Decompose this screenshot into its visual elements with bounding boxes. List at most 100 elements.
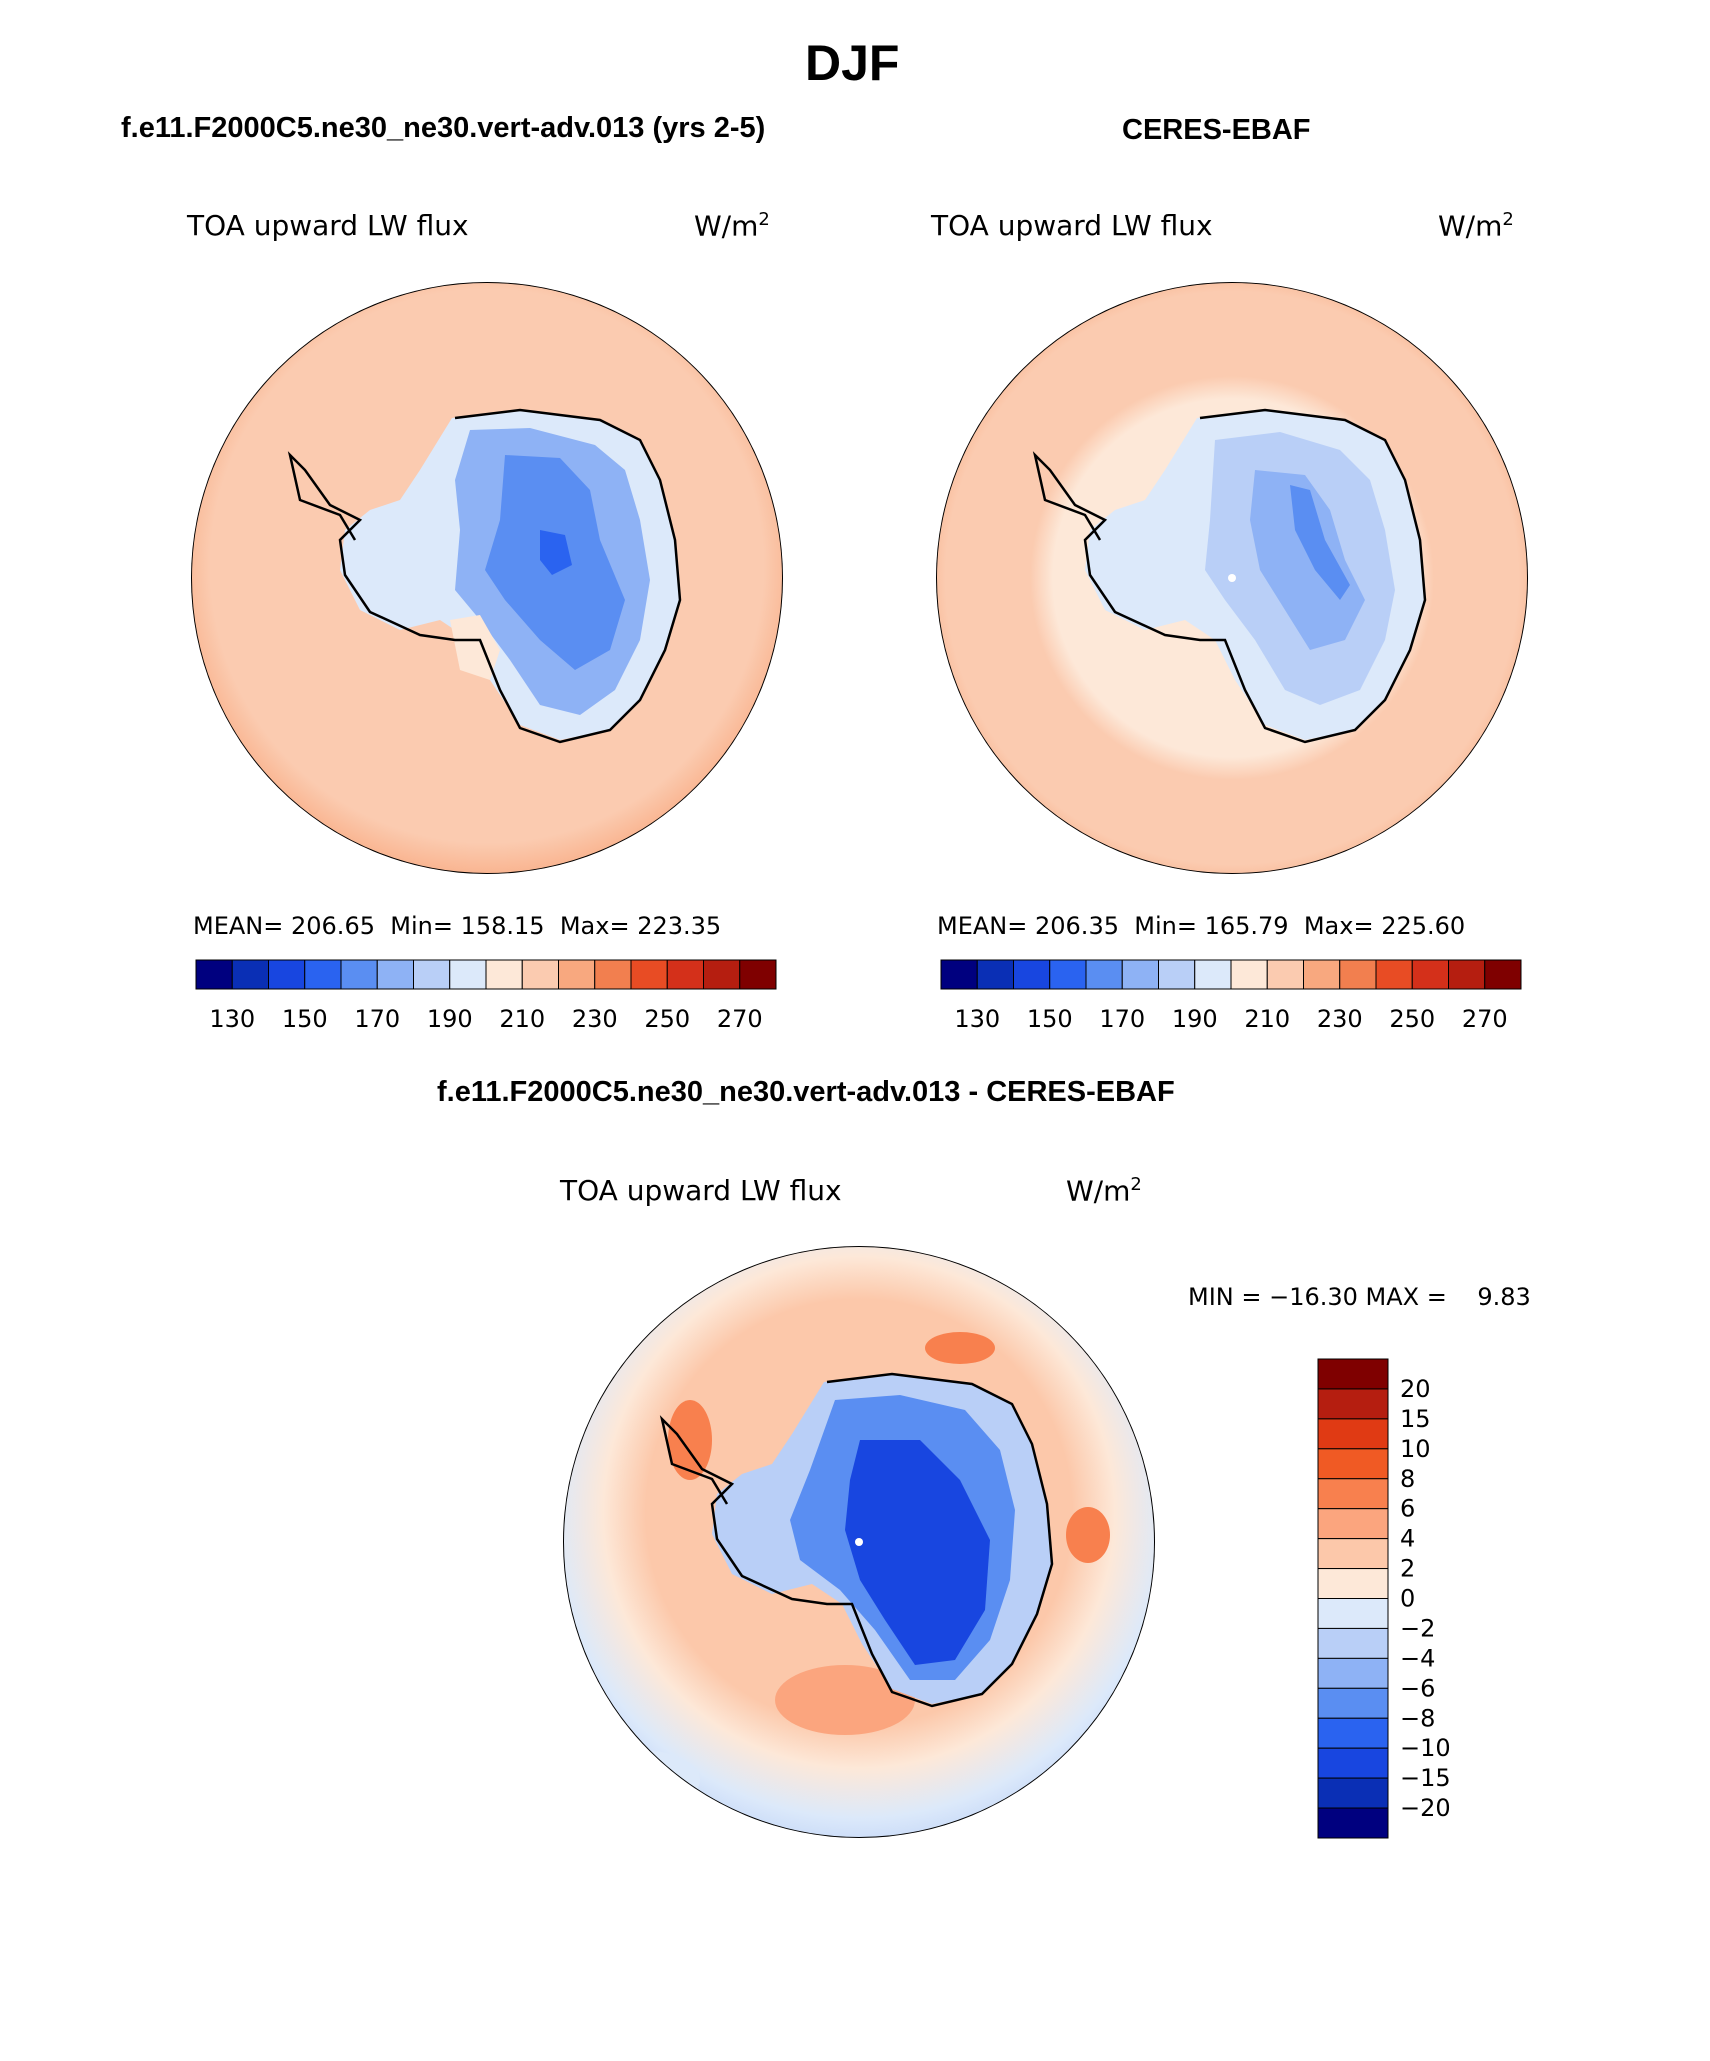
model-colorbar-tick-label: 230 (572, 1005, 618, 1033)
obs-coastline (1032, 408, 1427, 744)
model-colorbar-tick-label: 130 (209, 1005, 255, 1033)
diff-colorbar-swatch (1317, 1807, 1389, 1839)
obs-colorbar-swatch (1411, 959, 1449, 990)
obs-colorbar-swatch (1158, 959, 1196, 990)
model-min-value: 158.15 (460, 912, 545, 940)
obs-colorbar-swatch (1375, 959, 1413, 990)
diff-colorbar-swatch (1317, 1777, 1389, 1809)
obs-min-value: 165.79 (1204, 912, 1289, 940)
diff-colorbar-swatch (1317, 1508, 1389, 1540)
obs-colorbar-swatch (1230, 959, 1268, 990)
model-mean-value: 206.65 (291, 912, 375, 940)
obs-max-value: 225.60 (1381, 912, 1466, 940)
obs-antarctica-core (1250, 470, 1365, 650)
diff-colorbar-swatch (1317, 1478, 1389, 1510)
model-units-label: W/m2 (694, 209, 770, 242)
obs-colorbar-tick-label: 270 (1462, 1005, 1508, 1033)
obs-colorbar-swatch (1339, 959, 1377, 990)
diff-coastline (659, 1372, 1054, 1708)
obs-colorbar-swatch (1194, 959, 1232, 990)
diff-colorbar-swatch (1317, 1568, 1389, 1599)
diff-cool-patch-southwest (580, 1750, 700, 1810)
diff-warm-patch-east (1066, 1507, 1110, 1563)
diff-colorbar-swatch (1317, 1358, 1389, 1390)
model-min-label: Min= (390, 912, 453, 940)
obs-colorbar-swatch (1013, 959, 1051, 990)
model-colorbar-tick-label: 210 (499, 1005, 545, 1033)
model-units-base: W/m (694, 209, 759, 243)
season-title: DJF (805, 35, 900, 91)
diff-colorbar-tick-label: 10 (1400, 1435, 1431, 1463)
model-mean-label: MEAN= (193, 912, 284, 940)
model-colorbar-swatch (630, 959, 668, 990)
diff-polar-map (563, 1246, 1155, 1838)
diff-colorbar-tick-label: 8 (1400, 1465, 1415, 1493)
obs-min-label: Min= (1134, 912, 1197, 940)
diff-colorbar-tick-label: 0 (1400, 1585, 1415, 1613)
model-colorbar-swatch (521, 959, 559, 990)
model-colorbar-swatch (231, 959, 269, 990)
obs-field-label: TOA upward LW flux (931, 209, 1213, 242)
diff-colorbar-swatch (1317, 1657, 1389, 1689)
model-colorbar-tick-label: 150 (282, 1005, 328, 1033)
diff-colorbar-tick-label: 6 (1400, 1495, 1415, 1523)
diff-units-base: W/m (1066, 1174, 1131, 1208)
model-polar-map (191, 282, 783, 874)
model-max-value: 223.35 (637, 912, 722, 940)
obs-antarctica-min (1290, 485, 1350, 600)
diff-colorbar-tick-label: −4 (1400, 1644, 1435, 1672)
model-colorbar-swatch (739, 959, 777, 990)
model-antarctica-min (540, 530, 572, 575)
diff-colorbar-swatch (1317, 1747, 1389, 1779)
obs-max-label: Max= (1303, 912, 1374, 940)
obs-panel-title: CERES-EBAF (1122, 114, 1311, 146)
obs-south-pole-marker (1228, 574, 1236, 582)
obs-mean-value: 206.35 (1035, 912, 1119, 940)
obs-colorbar-swatch (1085, 959, 1123, 990)
diff-units-sup: 2 (1130, 1174, 1142, 1195)
model-colorbar-swatch (485, 959, 523, 990)
model-colorbar: 130 150 170 190 210 230 250 270 (195, 959, 777, 1033)
diff-units-label: W/m2 (1066, 1174, 1142, 1207)
diff-warm-patch-north (925, 1332, 995, 1364)
obs-units-label: W/m2 (1438, 209, 1514, 242)
obs-colorbar-tick-label: 170 (1099, 1005, 1145, 1033)
obs-colorbar-swatch (1448, 959, 1486, 990)
obs-colorbar-swatch (1266, 959, 1304, 990)
obs-colorbar-swatch (1049, 959, 1087, 990)
model-colorbar-swatch (703, 959, 741, 990)
diff-antarctica-core (845, 1440, 990, 1665)
model-colorbar-swatch (558, 959, 596, 990)
obs-units-sup: 2 (1502, 209, 1514, 230)
model-colorbar-swatch (268, 959, 306, 990)
obs-colorbar-tick-label: 230 (1317, 1005, 1363, 1033)
model-stats: MEAN= 206.65 Min= 158.15 Max= 223.35 (193, 912, 721, 940)
diff-warm-patch-south (775, 1665, 915, 1735)
diff-minmax: MIN = −16.30 MAX = 9.83 (1188, 1283, 1531, 1311)
diff-colorbar-swatch (1317, 1598, 1389, 1629)
obs-colorbar-tick-label: 190 (1172, 1005, 1218, 1033)
model-colorbar-swatch (304, 959, 342, 990)
model-colorbar-swatch (376, 959, 414, 990)
diff-colorbar-swatch (1317, 1448, 1389, 1480)
model-colorbar-swatch (340, 959, 378, 990)
diff-colorbar-tick-label: 2 (1400, 1555, 1415, 1583)
model-ross-shelf (450, 615, 500, 680)
diff-colorbar-swatch (1317, 1418, 1389, 1450)
model-coastline (287, 408, 682, 744)
obs-colorbar-tick-label: 210 (1244, 1005, 1290, 1033)
model-colorbar-swatch (594, 959, 632, 990)
diff-colorbar-swatch (1317, 1627, 1389, 1659)
model-units-sup: 2 (758, 209, 770, 230)
obs-stats: MEAN= 206.35 Min= 165.79 Max= 225.60 (937, 912, 1465, 940)
diff-warm-patch-west (668, 1400, 712, 1480)
model-colorbar-tick-label: 190 (427, 1005, 473, 1033)
model-max-label: Max= (559, 912, 630, 940)
obs-colorbar-swatch (1303, 959, 1341, 990)
obs-colorbar-swatch (1121, 959, 1159, 990)
model-field-label: TOA upward LW flux (187, 209, 469, 242)
diff-colorbar-swatch (1317, 1717, 1389, 1749)
